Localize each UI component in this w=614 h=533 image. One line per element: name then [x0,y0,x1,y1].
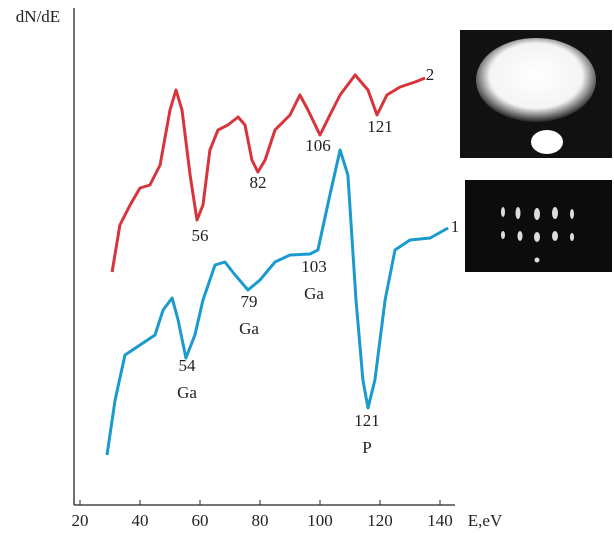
x-tick-label: 20 [72,511,89,530]
leed-image-bottom [465,180,612,272]
peak-annotation: P [362,438,371,457]
x-tick-label: 60 [192,511,209,530]
peak-annotation: 56 [192,226,209,245]
leed-image-top [460,30,612,158]
x-tick-label: 100 [307,511,333,530]
x-tick-label: 40 [132,511,149,530]
series-label: 2 [426,65,435,84]
peak-annotation: 82 [250,173,267,192]
peak-annotation: 121 [354,411,380,430]
peak-annotation: 79 [241,292,258,311]
y-axis-label: dN/dE [16,7,60,26]
x-tick-label: 120 [367,511,393,530]
series-line [107,150,448,455]
chart: dN/dE E,eV 20 40 60 80 100 120 140 2 1 56 82 106 121… [0,0,614,533]
peak-annotation: 103 [301,257,327,276]
series-line [112,75,425,272]
peak-annotation: Ga [304,284,324,303]
series-label: 1 [451,217,460,236]
peak-annotation: 106 [305,136,331,155]
x-tick-label: 140 [427,511,453,530]
x-axis-label: E,eV [468,511,503,530]
peak-annotation: 121 [367,117,393,136]
peak-annotation: 54 [179,356,197,375]
peak-annotation: Ga [177,383,197,402]
peak-annotation: Ga [239,319,259,338]
x-tick-label: 80 [252,511,269,530]
